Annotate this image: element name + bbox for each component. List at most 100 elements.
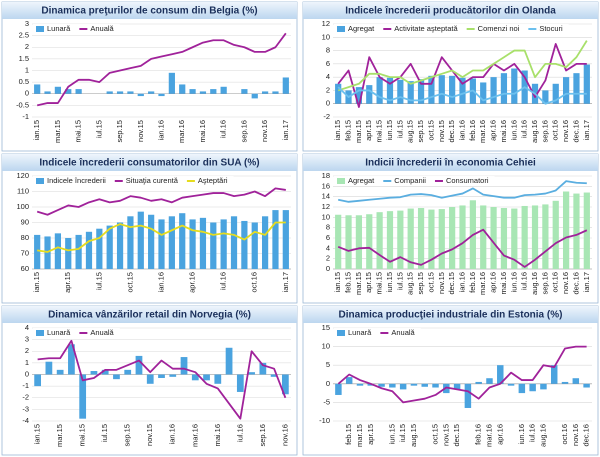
bar [366, 214, 373, 269]
title-bar [303, 154, 598, 171]
x-tick-label: oct.16 [560, 424, 569, 444]
bar [281, 374, 289, 395]
x-tick-label: mar.15 [354, 120, 363, 143]
x-tick-label: ian.17 [281, 272, 290, 292]
x-tick-label: apr.15 [364, 120, 373, 141]
x-tick-label: iul.15 [94, 272, 103, 290]
bar [199, 91, 207, 94]
legend-background [334, 24, 569, 34]
legend-label: Anuală [90, 24, 114, 33]
x-tick-label: nov.15 [441, 424, 450, 446]
x-tick-label: iul.15 [398, 424, 407, 442]
legend-swatch [36, 330, 44, 336]
x-tick-label: mar.16 [177, 120, 186, 143]
x-tick-label: dec.16 [582, 424, 591, 447]
x-tick-label: aug.15 [409, 424, 418, 447]
x-tick-label: ian.16 [457, 120, 466, 140]
bar [113, 374, 120, 380]
legend-background [33, 24, 120, 34]
x-tick-label: mai.15 [375, 272, 384, 295]
bar [214, 374, 222, 384]
x-tick-label: oct.15 [125, 272, 134, 292]
x-tick-label: nov.15 [437, 120, 446, 142]
bar [399, 383, 407, 390]
legend-swatch [36, 178, 44, 184]
y-tick-label: 0 [326, 99, 330, 108]
bar [366, 85, 373, 104]
x-tick-label: apr.15 [364, 272, 373, 293]
y-tick-label: 1.5 [19, 54, 29, 63]
bar [397, 79, 404, 104]
y-tick-label: 4 [326, 243, 330, 252]
y-tick-label: -2 [323, 112, 330, 121]
y-tick-label: 90 [21, 217, 29, 226]
chart-title: Dinamica preţurilor de consum din Belgia… [41, 6, 257, 17]
x-tick-label: dec.15 [447, 120, 456, 143]
chart-panel: Indicele încrederii consumatorilor din S… [1, 153, 298, 304]
bar [189, 89, 196, 94]
bar [158, 219, 165, 269]
bar [475, 381, 482, 384]
x-tick-label: oct.15 [431, 424, 440, 444]
x-tick-label: mai.15 [78, 424, 87, 447]
y-tick-label: 12 [322, 202, 330, 211]
x-tick-label: aug.16 [530, 120, 539, 143]
bar [432, 383, 439, 388]
bar [335, 383, 342, 395]
bar [116, 222, 124, 269]
x-tick-label: ian.17 [582, 272, 591, 292]
bar [210, 222, 217, 269]
chart-panel: Dinamica preţurilor de consum din Belgia… [1, 1, 298, 152]
line-series [337, 40, 588, 92]
bar [137, 211, 144, 269]
bar [573, 73, 580, 104]
y-tick-label: 80 [21, 233, 29, 242]
bar [490, 207, 497, 269]
x-tick-label: aug.16 [538, 424, 547, 447]
bar [158, 374, 165, 378]
legend-label: Indicele încrederii [47, 176, 106, 185]
line-series [337, 43, 587, 108]
y-tick-label: 60 [21, 264, 29, 273]
bar [65, 238, 72, 269]
bar [124, 369, 132, 375]
x-tick-label: iun.16 [509, 272, 518, 292]
line-series [338, 180, 587, 203]
bar [407, 208, 414, 269]
x-tick-label: ian.15 [32, 120, 41, 140]
bar [75, 89, 82, 94]
x-tick-label: iul.16 [219, 272, 228, 290]
bar [453, 383, 461, 390]
bar [421, 383, 428, 387]
x-tick-label: ian.15 [333, 120, 342, 140]
bar [272, 91, 279, 94]
x-tick-label: nov.16 [260, 120, 269, 142]
bar [410, 383, 418, 386]
bar [282, 77, 289, 94]
x-tick-label: iul.15 [395, 272, 404, 290]
y-tick-label: 6 [326, 233, 330, 242]
y-tick-label: 2 [25, 346, 29, 355]
bar [179, 84, 186, 94]
y-tick-label: 18 [322, 171, 330, 180]
bar [106, 91, 113, 94]
bar [85, 231, 93, 269]
bar [220, 86, 227, 94]
x-tick-label: oct.15 [426, 120, 435, 140]
title-bar [2, 154, 297, 171]
bar [189, 219, 196, 269]
line-series [337, 86, 587, 105]
bar [529, 383, 536, 392]
bar [480, 82, 487, 104]
bar [106, 225, 113, 269]
x-tick-label: ian.15 [333, 272, 342, 292]
x-tick-label: ian.16 [156, 120, 165, 140]
bar [90, 371, 98, 375]
y-tick-label: 8 [326, 223, 330, 232]
bar [542, 90, 549, 104]
bar [68, 344, 75, 375]
bar [270, 374, 278, 377]
x-tick-label: nov.16 [561, 120, 570, 142]
y-tick-label: 0.5 [19, 77, 29, 86]
x-tick-label: iul.15 [94, 120, 103, 138]
